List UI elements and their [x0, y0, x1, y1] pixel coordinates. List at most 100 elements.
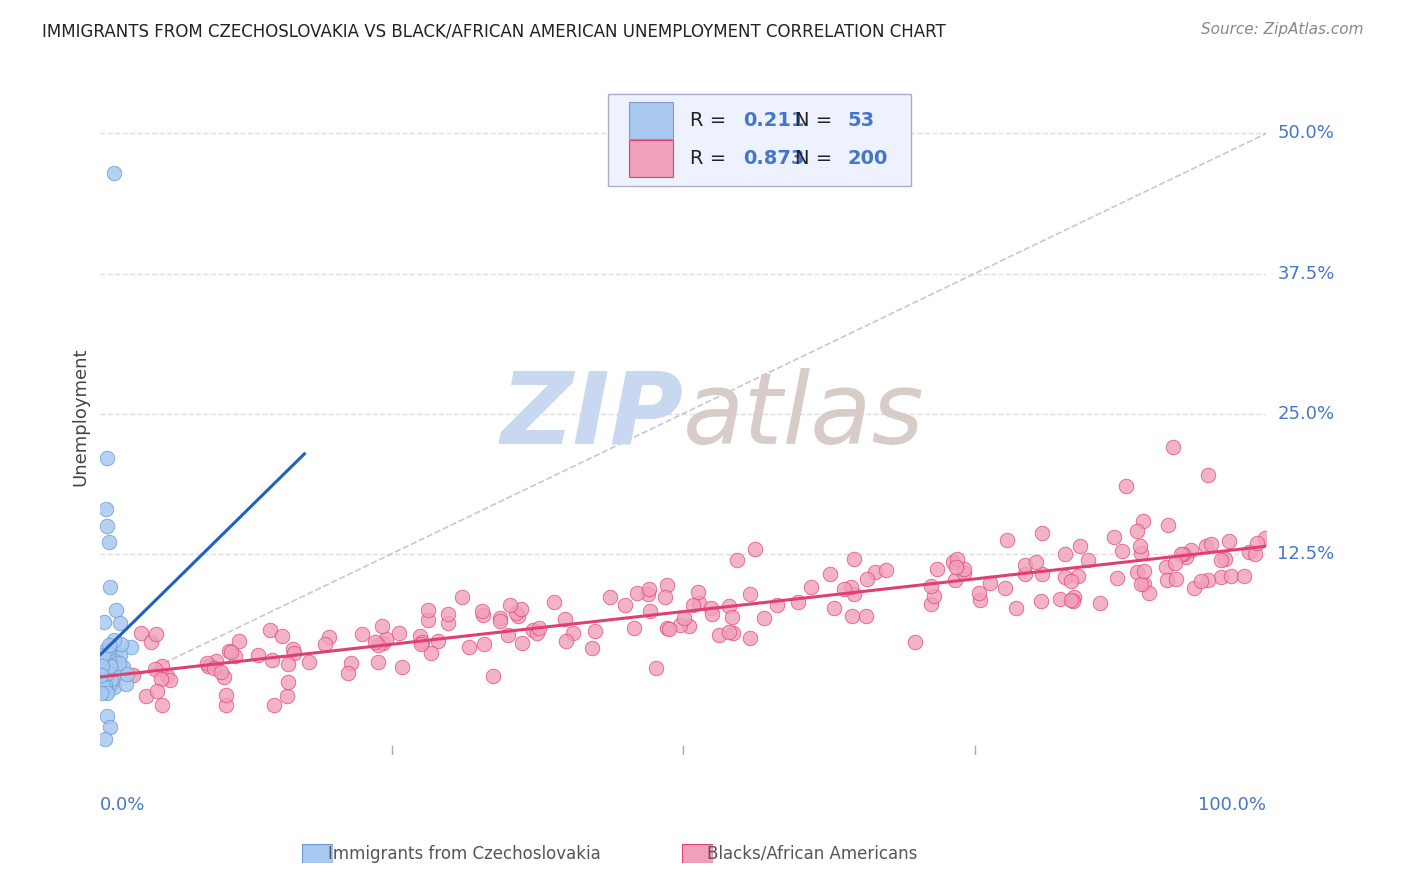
Point — [96, 451, 118, 466]
Point — [640, 604, 662, 618]
Point — [437, 607, 460, 622]
Point — [682, 599, 704, 613]
Point — [818, 567, 841, 582]
Text: N =: N = — [796, 111, 832, 129]
Point — [98, 720, 121, 734]
Point — [451, 590, 474, 604]
Point — [1090, 597, 1112, 611]
Point — [1197, 468, 1219, 483]
Point — [426, 633, 449, 648]
Point — [920, 579, 942, 593]
FancyBboxPatch shape — [607, 95, 911, 186]
Point — [298, 655, 321, 669]
Point — [96, 663, 118, 677]
Point — [111, 660, 134, 674]
Point — [103, 680, 125, 694]
Point — [103, 166, 125, 180]
Point — [766, 598, 789, 612]
Point — [375, 632, 398, 647]
Point — [1049, 591, 1071, 606]
Point — [156, 669, 179, 683]
Point — [863, 566, 886, 580]
Point — [411, 635, 433, 649]
Point — [740, 587, 762, 601]
Point — [505, 606, 527, 620]
Point — [1218, 534, 1240, 549]
Point — [1115, 479, 1137, 493]
Point — [1198, 574, 1220, 588]
Text: 37.5%: 37.5% — [1278, 265, 1334, 283]
Point — [561, 625, 583, 640]
Point — [419, 646, 441, 660]
Point — [94, 681, 117, 695]
Point — [91, 650, 114, 665]
Point — [94, 731, 117, 746]
Point — [946, 552, 969, 566]
Point — [1062, 594, 1084, 608]
Point — [700, 607, 723, 621]
Point — [613, 598, 636, 612]
Point — [90, 686, 112, 700]
Point — [1199, 537, 1222, 551]
Point — [832, 582, 855, 596]
Point — [489, 611, 512, 625]
Point — [669, 617, 692, 632]
Point — [91, 659, 114, 673]
Point — [209, 665, 232, 679]
Text: R =: R = — [690, 149, 727, 169]
Point — [1053, 570, 1076, 584]
Point — [943, 573, 966, 587]
Point — [1180, 543, 1202, 558]
Point — [800, 581, 823, 595]
Point — [496, 627, 519, 641]
Point — [367, 655, 389, 669]
Text: 0.0%: 0.0% — [100, 796, 146, 814]
Point — [90, 653, 112, 667]
Point — [583, 624, 606, 638]
Point — [103, 633, 125, 648]
Text: 12.5%: 12.5% — [1278, 545, 1334, 563]
Point — [623, 621, 645, 635]
Point — [721, 626, 744, 640]
Point — [1156, 573, 1178, 587]
Point — [842, 587, 865, 601]
Point — [367, 638, 389, 652]
Point — [1195, 539, 1218, 553]
Point — [1170, 547, 1192, 561]
Point — [215, 698, 238, 712]
Point — [856, 572, 879, 586]
Point — [418, 613, 440, 627]
Point — [103, 654, 125, 668]
Point — [688, 596, 710, 610]
Point — [506, 609, 529, 624]
Point — [96, 501, 118, 516]
Point — [1137, 585, 1160, 599]
Point — [96, 666, 118, 681]
Point — [471, 604, 494, 618]
Point — [94, 643, 117, 657]
Point — [510, 635, 533, 649]
Point — [1132, 514, 1154, 528]
Point — [707, 628, 730, 642]
Point — [626, 586, 648, 600]
Point — [143, 662, 166, 676]
Point — [1025, 555, 1047, 569]
Point — [1237, 544, 1260, 558]
Text: atlas: atlas — [683, 368, 925, 465]
Point — [98, 676, 121, 690]
Point — [97, 638, 120, 652]
Point — [953, 566, 976, 580]
Point — [1133, 564, 1156, 578]
Point — [159, 673, 181, 687]
Point — [224, 648, 246, 663]
Point — [96, 709, 118, 723]
Point — [979, 576, 1001, 591]
Point — [110, 637, 132, 651]
Point — [686, 585, 709, 599]
Point — [336, 666, 359, 681]
Point — [98, 642, 121, 657]
Point — [150, 698, 173, 712]
Point — [839, 580, 862, 594]
Point — [1126, 524, 1149, 538]
Point — [98, 666, 121, 681]
